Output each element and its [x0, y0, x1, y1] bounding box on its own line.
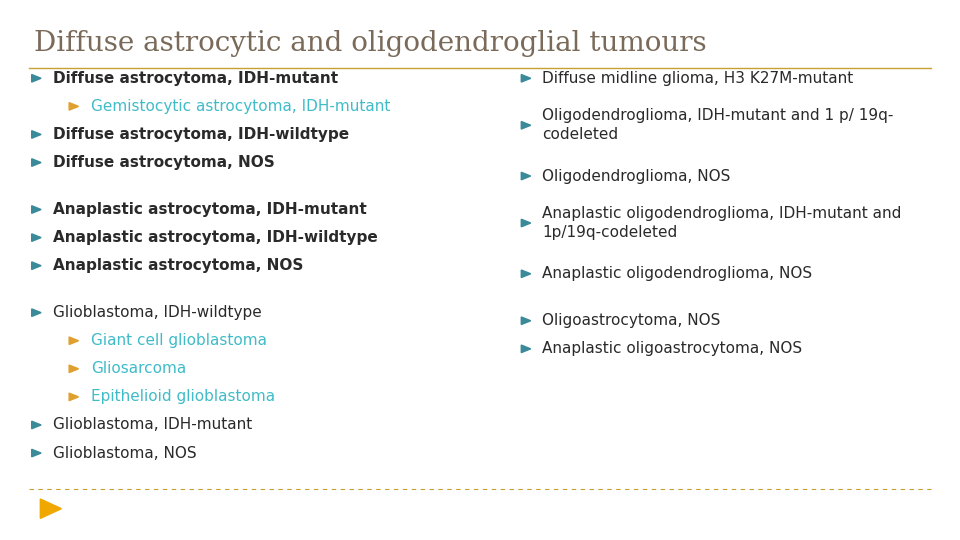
Text: Diffuse midline glioma, H3 K27M-mutant: Diffuse midline glioma, H3 K27M-mutant	[542, 71, 853, 86]
Polygon shape	[69, 337, 79, 345]
Text: Giant cell glioblastoma: Giant cell glioblastoma	[91, 333, 267, 348]
Polygon shape	[521, 172, 531, 180]
Polygon shape	[32, 159, 41, 166]
Text: Anaplastic astrocytoma, IDH-mutant: Anaplastic astrocytoma, IDH-mutant	[53, 202, 367, 217]
Polygon shape	[32, 234, 41, 241]
Text: Glioblastoma, IDH-wildtype: Glioblastoma, IDH-wildtype	[53, 305, 261, 320]
Text: Anaplastic oligodendroglioma, NOS: Anaplastic oligodendroglioma, NOS	[542, 266, 812, 281]
Text: Gliosarcoma: Gliosarcoma	[91, 361, 186, 376]
Text: Diffuse astrocytoma, NOS: Diffuse astrocytoma, NOS	[53, 155, 275, 170]
Polygon shape	[69, 393, 79, 401]
Text: Glioblastoma, IDH-mutant: Glioblastoma, IDH-mutant	[53, 417, 252, 433]
Text: Anaplastic oligodendroglioma, IDH-mutant and
1p/19q-codeleted: Anaplastic oligodendroglioma, IDH-mutant…	[542, 206, 901, 240]
Text: Gemistocytic astrocytoma, IDH-mutant: Gemistocytic astrocytoma, IDH-mutant	[91, 99, 391, 114]
Polygon shape	[40, 499, 61, 518]
Text: Anaplastic astrocytoma, IDH-wildtype: Anaplastic astrocytoma, IDH-wildtype	[53, 230, 377, 245]
Polygon shape	[32, 75, 41, 82]
Text: Epithelioid glioblastoma: Epithelioid glioblastoma	[91, 389, 276, 404]
Text: Glioblastoma, NOS: Glioblastoma, NOS	[53, 446, 197, 461]
Text: Oligodendroglioma, NOS: Oligodendroglioma, NOS	[542, 168, 731, 184]
Text: Oligoastrocytoma, NOS: Oligoastrocytoma, NOS	[542, 313, 721, 328]
Polygon shape	[32, 421, 41, 429]
Polygon shape	[521, 317, 531, 325]
Polygon shape	[32, 309, 41, 316]
Text: Diffuse astrocytoma, IDH-mutant: Diffuse astrocytoma, IDH-mutant	[53, 71, 338, 86]
Text: Anaplastic astrocytoma, NOS: Anaplastic astrocytoma, NOS	[53, 258, 303, 273]
Polygon shape	[32, 206, 41, 213]
Polygon shape	[521, 270, 531, 278]
Polygon shape	[69, 365, 79, 373]
Polygon shape	[521, 75, 531, 82]
Text: Diffuse astrocytoma, IDH-wildtype: Diffuse astrocytoma, IDH-wildtype	[53, 127, 348, 142]
Polygon shape	[521, 345, 531, 353]
Polygon shape	[32, 131, 41, 138]
Text: Oligodendroglioma, IDH-mutant and 1 p/ 19q-
codeleted: Oligodendroglioma, IDH-mutant and 1 p/ 1…	[542, 109, 894, 142]
Polygon shape	[32, 262, 41, 269]
Text: Anaplastic oligoastrocytoma, NOS: Anaplastic oligoastrocytoma, NOS	[542, 341, 803, 356]
Polygon shape	[521, 122, 531, 129]
Polygon shape	[32, 449, 41, 457]
Polygon shape	[521, 219, 531, 227]
Text: Diffuse astrocytic and oligodendroglial tumours: Diffuse astrocytic and oligodendroglial …	[34, 30, 707, 57]
Polygon shape	[69, 103, 79, 110]
